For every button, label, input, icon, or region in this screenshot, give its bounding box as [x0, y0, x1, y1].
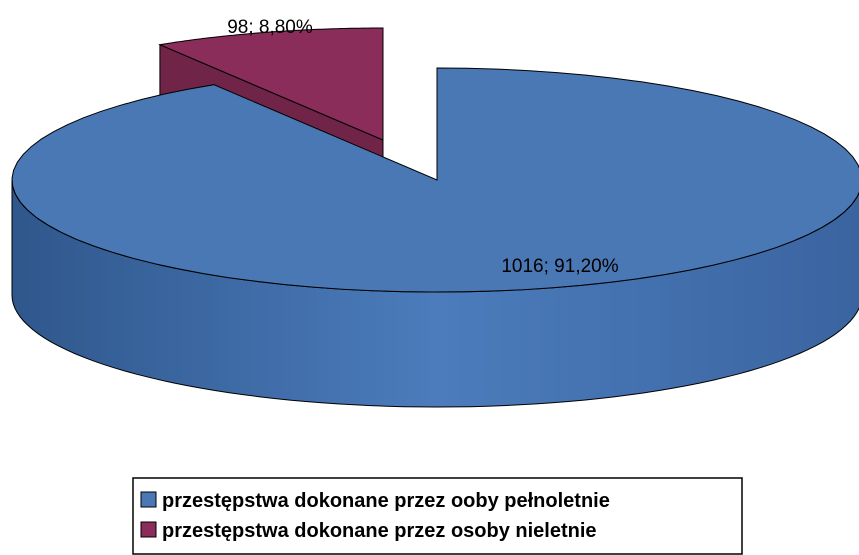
value-label: 98; 8,80%	[227, 17, 313, 38]
slice	[158, 27, 384, 141]
legend-label: przestępstwa dokonane przez osoby nielet…	[162, 520, 597, 542]
slice	[11, 67, 859, 293]
legend-label: przestępstwa dokonane przez ooby pełnole…	[162, 490, 610, 512]
value-label: 1016; 91,20%	[501, 256, 618, 277]
legend-box	[132, 477, 743, 555]
legend-swatch	[140, 521, 157, 538]
legend-swatch	[140, 491, 157, 508]
